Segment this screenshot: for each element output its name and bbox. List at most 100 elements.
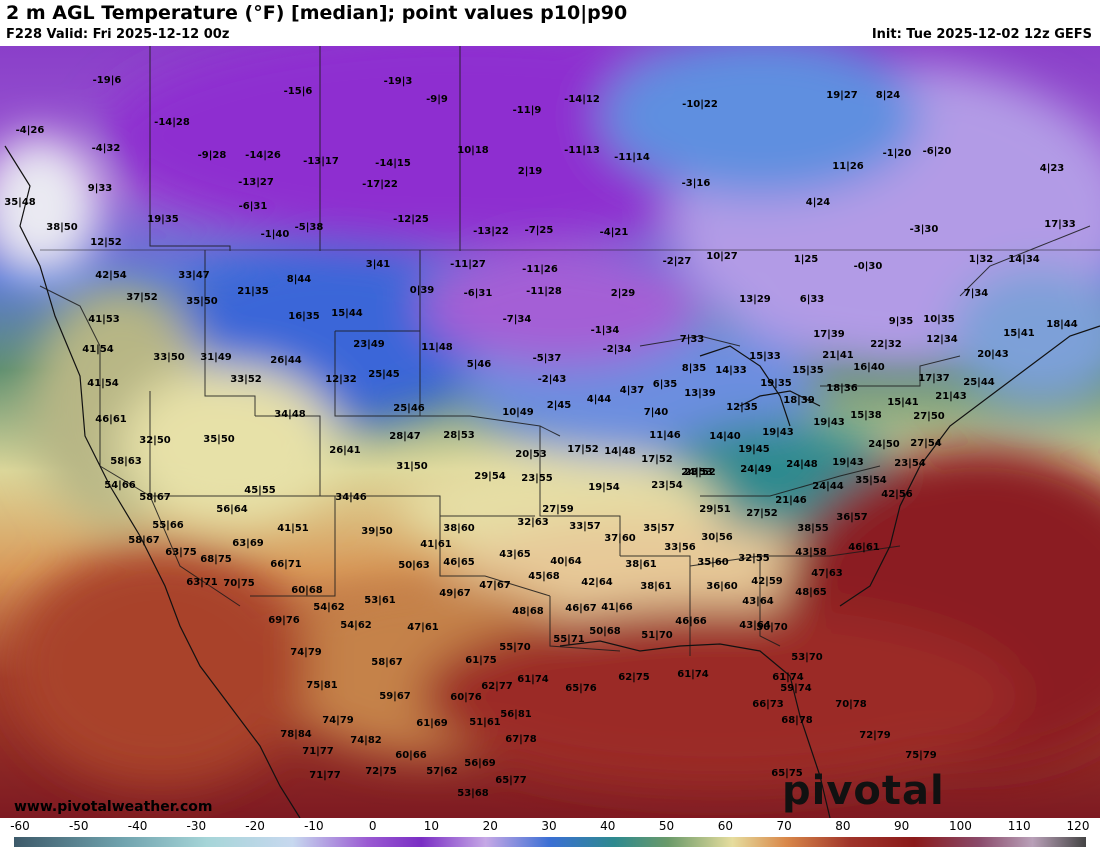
point-value-label: 72|79	[859, 730, 891, 741]
point-value-label: 32|50	[139, 435, 171, 446]
point-value-label: -2|27	[662, 256, 692, 267]
point-value-label: 71|77	[302, 746, 334, 757]
point-value-label: -14|15	[375, 158, 411, 169]
point-value-label: 47|67	[479, 580, 511, 591]
point-value-label: -6|20	[922, 146, 952, 157]
point-value-label: 66|71	[270, 559, 302, 570]
point-value-label: 19|27	[826, 90, 858, 101]
point-value-label: 75|81	[306, 680, 338, 691]
valid-time: F228 Valid: Fri 2025-12-12 00z	[6, 27, 230, 42]
point-value-label: 12|35	[726, 402, 758, 413]
colorbar-tick-label: -30	[186, 819, 207, 833]
point-value-label: 57|62	[426, 766, 458, 777]
point-value-label: 59|67	[379, 691, 411, 702]
point-value-label: 8|24	[875, 90, 901, 101]
colorbar-tick-label: 0	[368, 819, 377, 833]
point-value-label: 53|68	[457, 788, 489, 799]
point-value-label: 60|76	[450, 692, 482, 703]
point-value-label: 38|61	[625, 559, 657, 570]
colorbar-tick-label: 50	[658, 819, 675, 833]
point-value-label: 14|48	[604, 446, 636, 457]
point-value-label: 50|70	[756, 622, 788, 633]
point-value-label: 32|63	[517, 517, 549, 528]
point-value-label: 55|71	[553, 634, 585, 645]
point-value-label: 34|46	[335, 492, 367, 503]
point-value-label: 15|35	[792, 365, 824, 376]
colorbar-tick-label: 110	[1007, 819, 1031, 833]
point-value-label: 33|50	[153, 352, 185, 363]
temperature-map[interactable]: -19|6 -15|6 -19|3 -9|9 -11|9 -14|12 -10|22 19|2…	[0, 46, 1100, 818]
point-value-label: 17|37	[918, 373, 950, 384]
point-value-label: 10|18	[457, 145, 489, 156]
point-value-label: -19|3	[383, 76, 413, 87]
point-value-label: 27|54	[910, 438, 942, 449]
point-value-label: 15|41	[1003, 328, 1035, 339]
map-header: 2 m AGL Temperature (°F) [median]; point…	[0, 0, 1100, 46]
point-value-label: -12|25	[393, 214, 429, 225]
point-value-label: 14|40	[709, 431, 741, 442]
point-value-label: 6|33	[799, 294, 825, 305]
point-value-label: 58|67	[128, 535, 160, 546]
point-value-label: 24|44	[812, 481, 844, 492]
point-value-label: 8|44	[286, 274, 312, 285]
point-value-label: 14|33	[715, 365, 747, 376]
point-value-label: 50|68	[589, 626, 621, 637]
point-value-label: 7|34	[963, 288, 989, 299]
point-value-label: 38|55	[797, 523, 829, 534]
point-value-label: 45|68	[528, 571, 560, 582]
point-value-label: 15|41	[887, 397, 919, 408]
coastlines	[4, 145, 1100, 818]
point-value-label: 24|48	[786, 459, 818, 470]
point-value-label: 41|61	[420, 539, 452, 550]
point-value-label: 3|41	[365, 259, 391, 270]
point-value-label: 5|46	[466, 359, 492, 370]
point-value-label: 72|75	[365, 766, 397, 777]
point-value-label: 74|79	[322, 715, 354, 726]
point-value-label: -11|14	[614, 152, 650, 163]
point-value-label: 13|39	[684, 388, 716, 399]
colorbar-tick-label: -60	[10, 819, 30, 833]
point-value-label: -6|31	[238, 201, 268, 212]
point-value-label: -7|34	[502, 314, 532, 325]
point-value-label: 17|39	[813, 329, 845, 340]
point-value-label: 63|71	[186, 577, 218, 588]
site-url: www.pivotalweather.com	[14, 799, 213, 815]
point-value-label: 31|49	[200, 352, 232, 363]
colorbar-tick-label: -40	[127, 819, 148, 833]
point-value-label: 9|35	[888, 316, 914, 327]
point-value-label: 38|50	[46, 222, 78, 233]
point-value-label: 29|54	[474, 471, 506, 482]
point-value-label: 21|41	[822, 350, 854, 361]
point-value-label: 2|29	[610, 288, 636, 299]
point-value-label: 19|35	[760, 378, 792, 389]
point-value-label: 25|44	[963, 377, 995, 388]
colorbar-tick-label: 10	[423, 819, 440, 833]
colorbar-tick-label: -20	[245, 819, 265, 833]
point-value-label: 33|52	[230, 374, 262, 385]
point-value-label: -14|12	[564, 94, 600, 105]
point-value-label: 27|52	[746, 508, 778, 519]
point-value-label: 2|19	[517, 166, 543, 177]
point-value-label: 68|75	[200, 554, 232, 565]
point-value-label: 67|78	[505, 734, 537, 745]
point-value-label: 43|65	[499, 549, 531, 560]
point-value-label: 55|66	[152, 520, 184, 531]
point-value-label: -0|30	[853, 261, 883, 272]
point-value-label: 35|50	[186, 296, 218, 307]
colorbar-tick-label: -50	[68, 819, 89, 833]
point-value-label: 60|68	[291, 585, 323, 596]
state-borders	[39, 46, 1100, 656]
point-value-label: -9|28	[197, 150, 227, 161]
point-value-label: 35|54	[855, 475, 887, 486]
point-value-label: 20|43	[977, 349, 1009, 360]
point-value-label: 54|66	[104, 480, 136, 491]
point-value-label: 13|29	[739, 294, 771, 305]
colorbar-tick-label: 80	[835, 819, 851, 833]
point-value-label: 23|54	[651, 480, 683, 491]
point-value-label: 65|77	[495, 775, 527, 786]
point-value-label: 19|43	[762, 427, 794, 438]
point-value-label: -13|17	[303, 156, 339, 167]
point-value-label: 9|33	[87, 183, 113, 194]
point-value-label: 71|77	[309, 770, 341, 781]
point-value-label: 61|69	[416, 718, 448, 729]
